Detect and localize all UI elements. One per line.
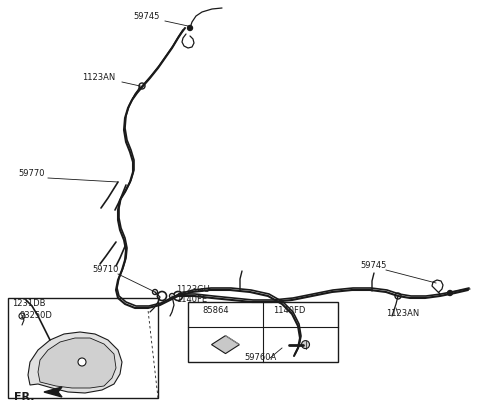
Circle shape (173, 291, 182, 301)
Text: 1123AN: 1123AN (82, 73, 115, 82)
Circle shape (447, 291, 453, 296)
Polygon shape (28, 332, 122, 393)
Text: 93250D: 93250D (20, 311, 53, 320)
Text: 59710: 59710 (92, 265, 119, 274)
Text: 59760A: 59760A (244, 353, 276, 362)
Bar (8, 298, 158, 398)
Text: FR.: FR. (14, 392, 35, 402)
Circle shape (153, 289, 157, 294)
Bar (188, 302, 338, 362)
Circle shape (395, 293, 401, 299)
Text: 1123AN: 1123AN (386, 309, 419, 318)
Text: 1231DB: 1231DB (12, 299, 46, 308)
Polygon shape (38, 338, 116, 388)
Circle shape (301, 341, 310, 349)
Text: 1140FD: 1140FD (273, 306, 305, 315)
Text: 59745: 59745 (360, 261, 386, 270)
Text: 85864: 85864 (202, 306, 228, 315)
Text: 59745: 59745 (133, 12, 159, 21)
Circle shape (139, 83, 145, 89)
Circle shape (157, 291, 167, 301)
Circle shape (19, 313, 25, 319)
Polygon shape (212, 336, 240, 354)
Polygon shape (44, 387, 62, 397)
Circle shape (78, 358, 86, 366)
Circle shape (188, 25, 192, 30)
Circle shape (169, 294, 175, 299)
Text: 59770: 59770 (18, 169, 45, 178)
Text: 1140FE: 1140FE (176, 295, 207, 304)
Text: 1123GU: 1123GU (176, 285, 210, 294)
